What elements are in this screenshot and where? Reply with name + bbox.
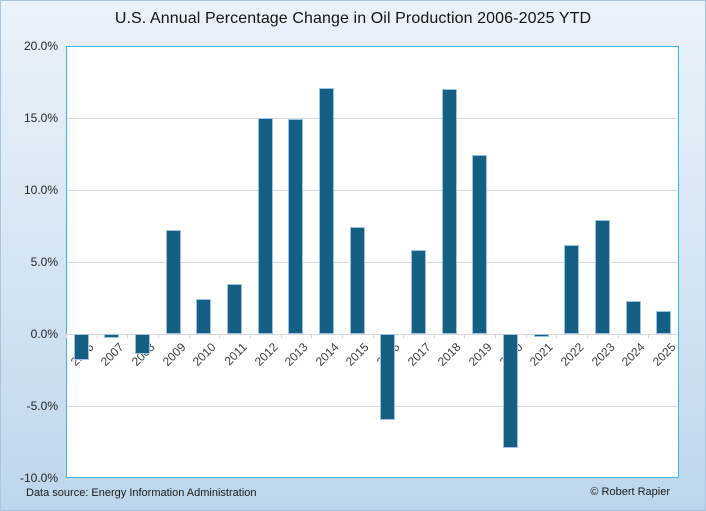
bar-2018 bbox=[441, 89, 457, 334]
data-source-note: Data source: Energy Information Administ… bbox=[26, 487, 257, 499]
y-tick-label: 5.0% bbox=[30, 255, 58, 269]
bar-2025 bbox=[656, 310, 672, 334]
axis-tick bbox=[311, 334, 313, 338]
axis-tick bbox=[433, 334, 435, 338]
axis-tick bbox=[341, 334, 343, 338]
y-tick-label: 10.0% bbox=[23, 183, 58, 197]
bar-2013 bbox=[288, 119, 304, 334]
axis-tick bbox=[66, 334, 67, 338]
bar-2019 bbox=[472, 155, 488, 334]
gridline bbox=[67, 405, 678, 407]
axis-tick bbox=[249, 334, 251, 338]
bar-2016 bbox=[380, 334, 396, 421]
gridline bbox=[67, 117, 678, 119]
y-tick-label: 15.0% bbox=[23, 111, 58, 125]
bar-2006 bbox=[73, 334, 89, 360]
bar-2021 bbox=[533, 334, 549, 337]
bar-2023 bbox=[594, 220, 610, 334]
bar-2015 bbox=[349, 227, 365, 334]
axis-tick bbox=[157, 334, 159, 338]
axis-tick bbox=[372, 334, 374, 338]
y-tick-label: -5.0% bbox=[26, 399, 58, 413]
y-tick-label: 0.0% bbox=[30, 327, 58, 341]
bar-2012 bbox=[257, 118, 273, 334]
axis-tick bbox=[96, 334, 98, 338]
bar-2011 bbox=[227, 283, 243, 334]
bar-2007 bbox=[104, 334, 120, 339]
bar-2008 bbox=[135, 334, 151, 355]
axis-tick bbox=[525, 334, 527, 338]
axis-tick bbox=[556, 334, 558, 338]
axis-tick bbox=[188, 334, 190, 338]
axis-tick bbox=[280, 334, 282, 338]
bar-2010 bbox=[196, 299, 212, 334]
gridline bbox=[67, 189, 678, 191]
copyright-note: © Robert Rapier bbox=[590, 486, 670, 498]
bar-2017 bbox=[410, 250, 426, 334]
axis-tick bbox=[679, 334, 680, 338]
y-tick-label: -10.0% bbox=[19, 471, 58, 485]
axis-tick bbox=[587, 334, 589, 338]
axis-tick bbox=[464, 334, 466, 338]
axis-tick bbox=[219, 334, 221, 338]
axis-tick bbox=[617, 334, 619, 338]
bar-2009 bbox=[165, 230, 181, 334]
axis-tick bbox=[403, 334, 405, 338]
axis-tick bbox=[648, 334, 650, 338]
y-tick-label: 20.0% bbox=[23, 39, 58, 53]
axis-tick bbox=[127, 334, 129, 338]
bar-2022 bbox=[564, 244, 580, 334]
axis-tick bbox=[495, 334, 497, 338]
gridline bbox=[67, 261, 678, 263]
bar-2014 bbox=[319, 87, 335, 334]
bar-2020 bbox=[502, 334, 518, 448]
chart-title: U.S. Annual Percentage Change in Oil Pro… bbox=[114, 10, 592, 27]
bar-2024 bbox=[625, 300, 641, 334]
